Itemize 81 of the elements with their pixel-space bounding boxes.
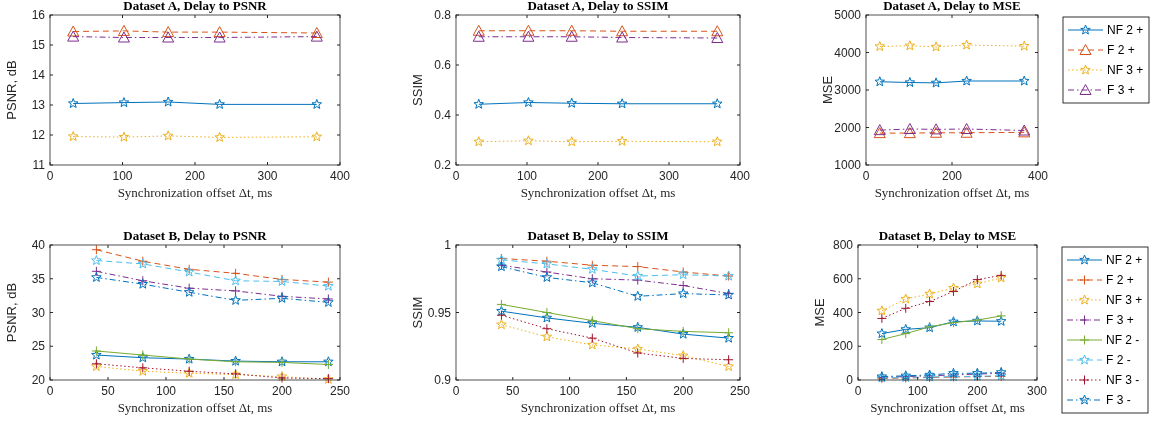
legend-label: F 2 + (1107, 43, 1135, 57)
legend-label: NF 2 - (1106, 333, 1140, 347)
x-axis-title: Synchronization offset Δt, ms (520, 400, 676, 415)
x-tick-label: 300 (257, 169, 278, 183)
legend-label: NF 3 + (1106, 293, 1143, 307)
y-tick-label: 0 (846, 373, 854, 387)
x-tick-label: 150 (213, 384, 235, 398)
legend-label: NF 3 + (1107, 63, 1144, 77)
y-tick-label: 0.8 (434, 8, 452, 22)
y-tick-label: 0.9 (434, 373, 452, 387)
legend-label: NF 2 + (1106, 253, 1143, 267)
x-tick-label: 200 (587, 169, 609, 183)
y-tick-label: 0.6 (434, 58, 452, 72)
x-tick-label: 400 (1027, 169, 1049, 183)
y-tick-label: 200 (832, 339, 854, 354)
y-axis-title: PSNR, dB (4, 282, 19, 343)
x-tick-label: 150 (616, 384, 637, 398)
x-tick-label: 300 (1026, 384, 1048, 398)
y-tick-label: 35 (31, 271, 46, 286)
y-tick-label: 15 (31, 38, 46, 52)
y-tick-label: 11 (32, 158, 46, 172)
x-tick-label: 200 (967, 384, 988, 398)
y-tick-label: 1000 (834, 158, 862, 172)
y-tick-label: 1 (444, 238, 452, 252)
legend-label: F 3 - (1106, 393, 1131, 407)
x-tick-label: 400 (329, 169, 351, 183)
y-tick-label: 25 (31, 339, 46, 354)
x-tick-label: 300 (658, 169, 680, 183)
y-axis-title: MSE (820, 75, 835, 105)
x-tick-label: 400 (729, 169, 751, 183)
y-tick-label: 4000 (834, 45, 862, 60)
y-tick-label: 13 (31, 98, 46, 112)
x-axis-title: Synchronization offset Δt, ms (874, 185, 1030, 200)
y-axis-title: SSIM (410, 74, 425, 106)
x-tick-label: 250 (329, 384, 351, 398)
legend-label: NF 2 + (1107, 23, 1144, 37)
chart-title: Dataset A, Delay to SSIM (527, 0, 669, 13)
x-axis-title: Synchronization offset Δt, ms (870, 400, 1025, 415)
y-tick-label: 30 (31, 305, 46, 320)
y-tick-label: 12 (31, 128, 46, 142)
x-tick-label: 100 (112, 169, 133, 183)
y-axis-title: SSIM (410, 296, 425, 329)
x-tick-label: 100 (155, 384, 177, 398)
y-tick-label: 800 (832, 238, 854, 252)
x-tick-label: 100 (516, 169, 538, 183)
y-axis-title: MSE (812, 298, 827, 327)
chart-title: Dataset A, Delay to MSE (883, 0, 1021, 13)
x-tick-label: 200 (941, 169, 963, 183)
chart-title: Dataset B, Delay to SSIM (527, 228, 669, 243)
x-axis-title: Synchronization offset Δt, ms (520, 185, 676, 200)
legend-label: NF 3 - (1106, 373, 1140, 387)
y-tick-label: 5000 (834, 8, 862, 22)
y-tick-label: 2000 (834, 120, 862, 135)
legend-label: F 3 + (1107, 83, 1135, 97)
legend-label: F 3 + (1106, 313, 1134, 327)
x-axis-title: Synchronization offset Δt, ms (117, 400, 273, 415)
legend-label: F 2 + (1106, 273, 1134, 287)
chart-title: Dataset A, Delay to PSNR (123, 0, 268, 13)
y-tick-label: 16 (31, 8, 46, 22)
y-tick-label: 600 (832, 271, 854, 286)
x-tick-label: 250 (729, 384, 751, 398)
x-tick-label: 200 (271, 384, 293, 398)
y-tick-label: 40 (31, 238, 46, 252)
y-tick-label: 0.2 (434, 158, 452, 172)
y-axis-title: PSNR, dB (4, 60, 19, 120)
x-tick-label: 200 (673, 384, 694, 398)
x-tick-label: 50 (101, 384, 115, 398)
y-tick-label: 0.95 (427, 305, 452, 320)
y-tick-label: 14 (31, 68, 46, 82)
x-tick-label: 200 (184, 169, 206, 183)
y-tick-label: 0.4 (434, 108, 452, 122)
chart-title: Dataset B, Delay to MSE (878, 228, 1017, 243)
chart-title: Dataset B, Delay to PSNR (123, 228, 268, 243)
y-tick-label: 3000 (834, 83, 862, 97)
x-tick-label: 50 (506, 384, 520, 398)
x-tick-label: 100 (907, 384, 928, 398)
y-tick-label: 400 (832, 305, 854, 320)
x-axis-title: Synchronization offset Δt, ms (117, 185, 273, 200)
y-tick-label: 20 (31, 373, 46, 387)
x-tick-label: 100 (559, 384, 580, 398)
legend-label: F 2 - (1106, 353, 1131, 367)
